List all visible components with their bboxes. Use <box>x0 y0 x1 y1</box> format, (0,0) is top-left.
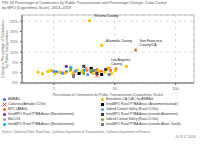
html-text:Elsewhere CA (CAL) by AMBAG: Elsewhere CA (CAL) by AMBAG <box>106 97 154 101</box>
html-text:Indeed Central Valley (Rural C: Indeed Central Valley (Rural COGs) <box>106 117 159 121</box>
svg-text:1: 1 <box>53 86 56 91</box>
svg-text:0%: 0% <box>12 70 18 75</box>
svg-text:-5%: -5% <box>11 80 19 85</box>
html-text:MTC (ABAG): MTC (ABAG) <box>8 107 28 111</box>
html-text:MaCOG: MaCOG <box>8 117 21 121</box>
svg-text:15%: 15% <box>10 39 18 44</box>
html-text:Change in Percentage of Commut: Change in Percentage of Commuters <box>0 20 5 78</box>
html-text:Indeed Central Valley (Rural C: Indeed Central Valley (Rural COGs) <box>106 107 159 111</box>
svg-text:20%: 20% <box>10 29 18 34</box>
html-text:IG 18 IC-13026: IG 18 IC-13026 <box>175 135 196 139</box>
html-text:IntraMPO Rural PTBA Areas (out: IntraMPO Rural PTBA Areas (outside Attai… <box>106 112 178 116</box>
html-text:AMBAG: AMBAG <box>8 97 20 101</box>
html-text:IntraMPO Rural PTBA Areas (Att: IntraMPO Rural PTBA Areas (Attainment/ou… <box>106 102 178 106</box>
svg-text:10%: 10% <box>10 50 18 55</box>
svg-text:Tehama County: Tehama County <box>94 14 119 18</box>
svg-text:Percentage of Commuters by Pub: Percentage of Commuters by Public Transp… <box>53 93 164 96</box>
html-text:IntraMPO Rural PTBA Areas (out: IntraMPO Rural PTBA Areas (outside Attai… <box>106 122 181 126</box>
html-text:Source: California Public Road: Source: California Public Road Data, Cal… <box>2 130 150 134</box>
html-text:by MPO (Logarithmic Scale), 20: by MPO (Logarithmic Scale), 2013–2018 <box>2 5 71 10</box>
svg-text:100: 100 <box>172 86 179 91</box>
svg-text:Los AngelesCounty: Los AngelesCounty <box>111 58 130 66</box>
svg-text:5%: 5% <box>12 60 18 65</box>
html-text:IntraMPO Rural PTBA Areas (Non: IntraMPO Rural PTBA Areas (Nonattainment… <box>8 122 75 126</box>
svg-text:10: 10 <box>113 86 118 91</box>
svg-text:Change in Percentage of Commut: Change in Percentage of Commutersby Publ… <box>8 20 9 78</box>
html-text:FIG 18 Percentage of Commuters: FIG 18 Percentage of Commuters by Public… <box>2 1 167 5</box>
html-text:Calaveras/Amador COGs: Calaveras/Amador COGs <box>8 102 46 106</box>
svg-text:San FranciscoCounty/CA: San FranciscoCounty/CA <box>140 39 162 47</box>
svg-text:Alameda County: Alameda County <box>106 39 132 43</box>
svg-text:25%: 25% <box>10 19 18 24</box>
html-text:IntraMPO Rural PTBA Areas (Non: IntraMPO Rural PTBA Areas (Nonattainment… <box>8 112 75 116</box>
